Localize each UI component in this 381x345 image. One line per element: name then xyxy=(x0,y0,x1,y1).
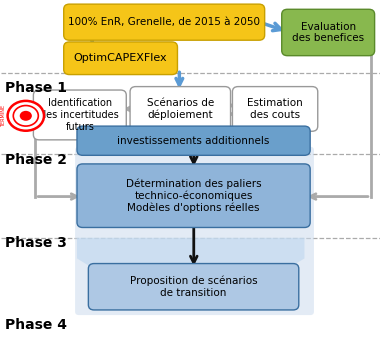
Text: Phase 3: Phase 3 xyxy=(5,236,67,250)
Ellipse shape xyxy=(13,106,38,126)
FancyBboxPatch shape xyxy=(64,42,178,75)
Text: Proposition de scénarios
de transition: Proposition de scénarios de transition xyxy=(130,276,258,298)
Text: 100% EnR, Grenelle, de 2015 à 2050: 100% EnR, Grenelle, de 2015 à 2050 xyxy=(68,17,260,27)
FancyBboxPatch shape xyxy=(77,126,310,155)
Polygon shape xyxy=(77,238,304,310)
Text: TERMINÉ: TERMINÉ xyxy=(1,105,6,127)
FancyBboxPatch shape xyxy=(88,264,299,310)
FancyBboxPatch shape xyxy=(232,87,318,131)
Text: OptimCAPEXFlex: OptimCAPEXFlex xyxy=(74,53,167,63)
FancyBboxPatch shape xyxy=(130,87,231,131)
Text: Détermination des paliers
technico-économiques
Modèles d'options réelles: Détermination des paliers technico-écono… xyxy=(126,178,261,213)
FancyBboxPatch shape xyxy=(75,147,314,315)
Ellipse shape xyxy=(8,101,44,131)
FancyBboxPatch shape xyxy=(77,164,310,227)
Text: investissements additionnels: investissements additionnels xyxy=(117,136,270,146)
Text: Evaluation
des benefices: Evaluation des benefices xyxy=(292,22,364,43)
Ellipse shape xyxy=(20,111,32,121)
FancyBboxPatch shape xyxy=(64,4,265,40)
FancyBboxPatch shape xyxy=(282,9,375,56)
FancyBboxPatch shape xyxy=(34,90,126,140)
Text: Scénarios de
déploiement: Scénarios de déploiement xyxy=(147,98,214,120)
Text: Phase 2: Phase 2 xyxy=(5,154,67,167)
Text: Estimation
des couts: Estimation des couts xyxy=(247,98,303,120)
Text: Identification
des incertitudes
futurs: Identification des incertitudes futurs xyxy=(40,98,119,131)
Text: Phase 4: Phase 4 xyxy=(5,318,67,332)
Text: Phase 1: Phase 1 xyxy=(5,81,67,95)
